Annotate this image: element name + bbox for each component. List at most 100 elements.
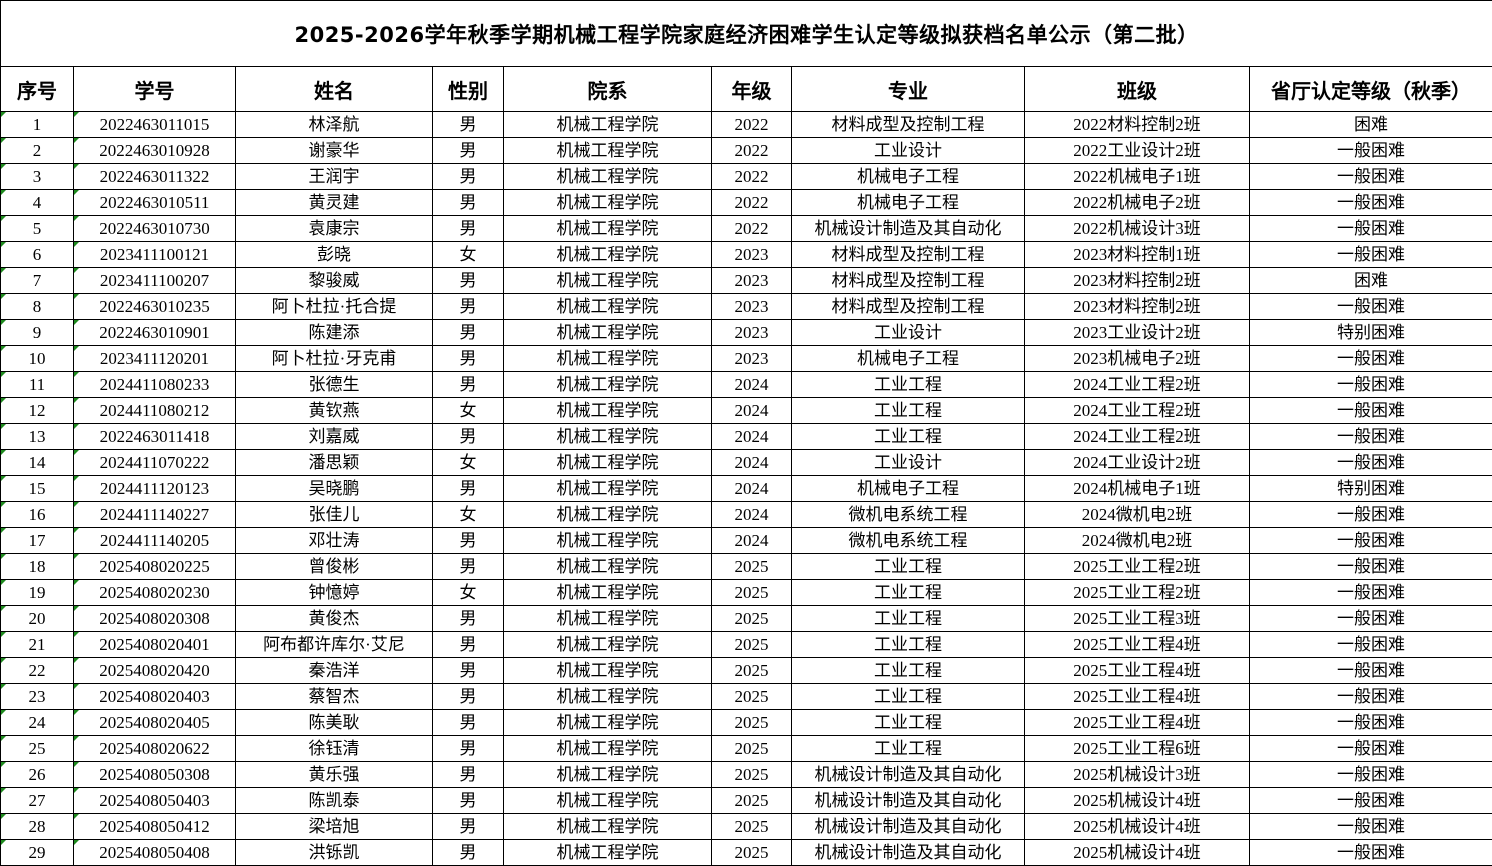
cell-student-id[interactable]: 2025408050408 xyxy=(73,839,236,866)
cell-grade[interactable]: 2025 xyxy=(711,553,792,580)
cell-grade[interactable]: 2025 xyxy=(711,579,792,606)
cell-major[interactable]: 机械设计制造及其自动化 xyxy=(791,839,1025,866)
cell-gender[interactable]: 男 xyxy=(432,813,504,840)
cell-student-id[interactable]: 2025408020308 xyxy=(73,605,236,632)
cell-level[interactable]: 一般困难 xyxy=(1248,397,1492,424)
cell-name[interactable]: 梁培旭 xyxy=(235,813,433,840)
cell-major[interactable]: 机械设计制造及其自动化 xyxy=(791,787,1025,814)
cell-major[interactable]: 微机电系统工程 xyxy=(791,501,1025,528)
cell-gender[interactable]: 男 xyxy=(432,345,504,372)
column-header-major[interactable]: 专业 xyxy=(791,66,1025,112)
cell-grade[interactable]: 2025 xyxy=(711,605,792,632)
cell-level[interactable]: 一般困难 xyxy=(1248,163,1492,190)
cell-student-id[interactable]: 2022463010235 xyxy=(73,293,236,320)
cell-department[interactable]: 机械工程学院 xyxy=(503,137,712,164)
cell-major[interactable]: 机械电子工程 xyxy=(791,345,1025,372)
cell-grade[interactable]: 2024 xyxy=(711,527,792,554)
cell-student-id[interactable]: 2024411120123 xyxy=(73,475,236,502)
cell-class[interactable]: 2022材料控制2班 xyxy=(1024,111,1250,138)
cell-department[interactable]: 机械工程学院 xyxy=(503,761,712,788)
cell-grade[interactable]: 2023 xyxy=(711,241,792,268)
cell-name[interactable]: 黎骏威 xyxy=(235,267,433,294)
cell-index[interactable]: 27 xyxy=(0,787,74,814)
sheet-title[interactable]: 2025-2026学年秋季学期机械工程学院家庭经济困难学生认定等级拟获档名单公示… xyxy=(0,0,1492,67)
cell-major[interactable]: 机械电子工程 xyxy=(791,163,1025,190)
cell-student-id[interactable]: 2022463011015 xyxy=(73,111,236,138)
cell-major[interactable]: 工业设计 xyxy=(791,137,1025,164)
cell-name[interactable]: 蔡智杰 xyxy=(235,683,433,710)
cell-student-id[interactable]: 2025408020230 xyxy=(73,579,236,606)
cell-gender[interactable]: 男 xyxy=(432,319,504,346)
cell-index[interactable]: 4 xyxy=(0,189,74,216)
cell-student-id[interactable]: 2025408020405 xyxy=(73,709,236,736)
cell-class[interactable]: 2025工业工程3班 xyxy=(1024,605,1250,632)
cell-grade[interactable]: 2025 xyxy=(711,709,792,736)
cell-index[interactable]: 8 xyxy=(0,293,74,320)
cell-department[interactable]: 机械工程学院 xyxy=(503,319,712,346)
cell-index[interactable]: 29 xyxy=(0,839,74,866)
cell-department[interactable]: 机械工程学院 xyxy=(503,163,712,190)
cell-name[interactable]: 曾俊彬 xyxy=(235,553,433,580)
cell-class[interactable]: 2024工业工程2班 xyxy=(1024,371,1250,398)
cell-gender[interactable]: 女 xyxy=(432,241,504,268)
cell-class[interactable]: 2025机械设计4班 xyxy=(1024,787,1250,814)
cell-gender[interactable]: 男 xyxy=(432,293,504,320)
cell-index[interactable]: 16 xyxy=(0,501,74,528)
cell-department[interactable]: 机械工程学院 xyxy=(503,735,712,762)
cell-gender[interactable]: 男 xyxy=(432,787,504,814)
cell-student-id[interactable]: 2024411140205 xyxy=(73,527,236,554)
cell-class[interactable]: 2025工业工程2班 xyxy=(1024,553,1250,580)
cell-level[interactable]: 一般困难 xyxy=(1248,449,1492,476)
cell-gender[interactable]: 女 xyxy=(432,397,504,424)
cell-student-id[interactable]: 2024411080233 xyxy=(73,371,236,398)
cell-student-id[interactable]: 2022463010928 xyxy=(73,137,236,164)
cell-index[interactable]: 5 xyxy=(0,215,74,242)
cell-level[interactable]: 一般困难 xyxy=(1248,631,1492,658)
cell-level[interactable]: 一般困难 xyxy=(1248,839,1492,866)
column-header-department[interactable]: 院系 xyxy=(503,66,712,112)
cell-gender[interactable]: 男 xyxy=(432,189,504,216)
cell-name[interactable]: 陈美耿 xyxy=(235,709,433,736)
cell-gender[interactable]: 男 xyxy=(432,605,504,632)
cell-grade[interactable]: 2025 xyxy=(711,735,792,762)
cell-grade[interactable]: 2025 xyxy=(711,787,792,814)
cell-class[interactable]: 2025机械设计4班 xyxy=(1024,813,1250,840)
cell-department[interactable]: 机械工程学院 xyxy=(503,397,712,424)
cell-index[interactable]: 19 xyxy=(0,579,74,606)
cell-student-id[interactable]: 2024411070222 xyxy=(73,449,236,476)
cell-student-id[interactable]: 2023411100121 xyxy=(73,241,236,268)
cell-student-id[interactable]: 2023411120201 xyxy=(73,345,236,372)
cell-class[interactable]: 2023材料控制1班 xyxy=(1024,241,1250,268)
cell-student-id[interactable]: 2025408050308 xyxy=(73,761,236,788)
cell-level[interactable]: 一般困难 xyxy=(1248,813,1492,840)
cell-name[interactable]: 黄俊杰 xyxy=(235,605,433,632)
cell-gender[interactable]: 男 xyxy=(432,709,504,736)
cell-major[interactable]: 材料成型及控制工程 xyxy=(791,111,1025,138)
cell-index[interactable]: 12 xyxy=(0,397,74,424)
cell-student-id[interactable]: 2025408020622 xyxy=(73,735,236,762)
cell-level[interactable]: 困难 xyxy=(1248,267,1492,294)
cell-student-id[interactable]: 2024411140227 xyxy=(73,501,236,528)
cell-index[interactable]: 18 xyxy=(0,553,74,580)
cell-index[interactable]: 20 xyxy=(0,605,74,632)
cell-department[interactable]: 机械工程学院 xyxy=(503,683,712,710)
cell-gender[interactable]: 男 xyxy=(432,267,504,294)
cell-class[interactable]: 2024机械电子1班 xyxy=(1024,475,1250,502)
cell-major[interactable]: 机械电子工程 xyxy=(791,475,1025,502)
cell-gender[interactable]: 男 xyxy=(432,371,504,398)
cell-name[interactable]: 徐钰清 xyxy=(235,735,433,762)
cell-grade[interactable]: 2022 xyxy=(711,215,792,242)
cell-grade[interactable]: 2024 xyxy=(711,371,792,398)
cell-major[interactable]: 工业工程 xyxy=(791,605,1025,632)
cell-grade[interactable]: 2023 xyxy=(711,345,792,372)
cell-index[interactable]: 10 xyxy=(0,345,74,372)
cell-student-id[interactable]: 2024411080212 xyxy=(73,397,236,424)
cell-level[interactable]: 一般困难 xyxy=(1248,501,1492,528)
cell-student-id[interactable]: 2025408050412 xyxy=(73,813,236,840)
cell-name[interactable]: 钟憶婷 xyxy=(235,579,433,606)
cell-gender[interactable]: 男 xyxy=(432,215,504,242)
cell-department[interactable]: 机械工程学院 xyxy=(503,423,712,450)
cell-major[interactable]: 机械设计制造及其自动化 xyxy=(791,215,1025,242)
cell-class[interactable]: 2024微机电2班 xyxy=(1024,501,1250,528)
cell-index[interactable]: 17 xyxy=(0,527,74,554)
